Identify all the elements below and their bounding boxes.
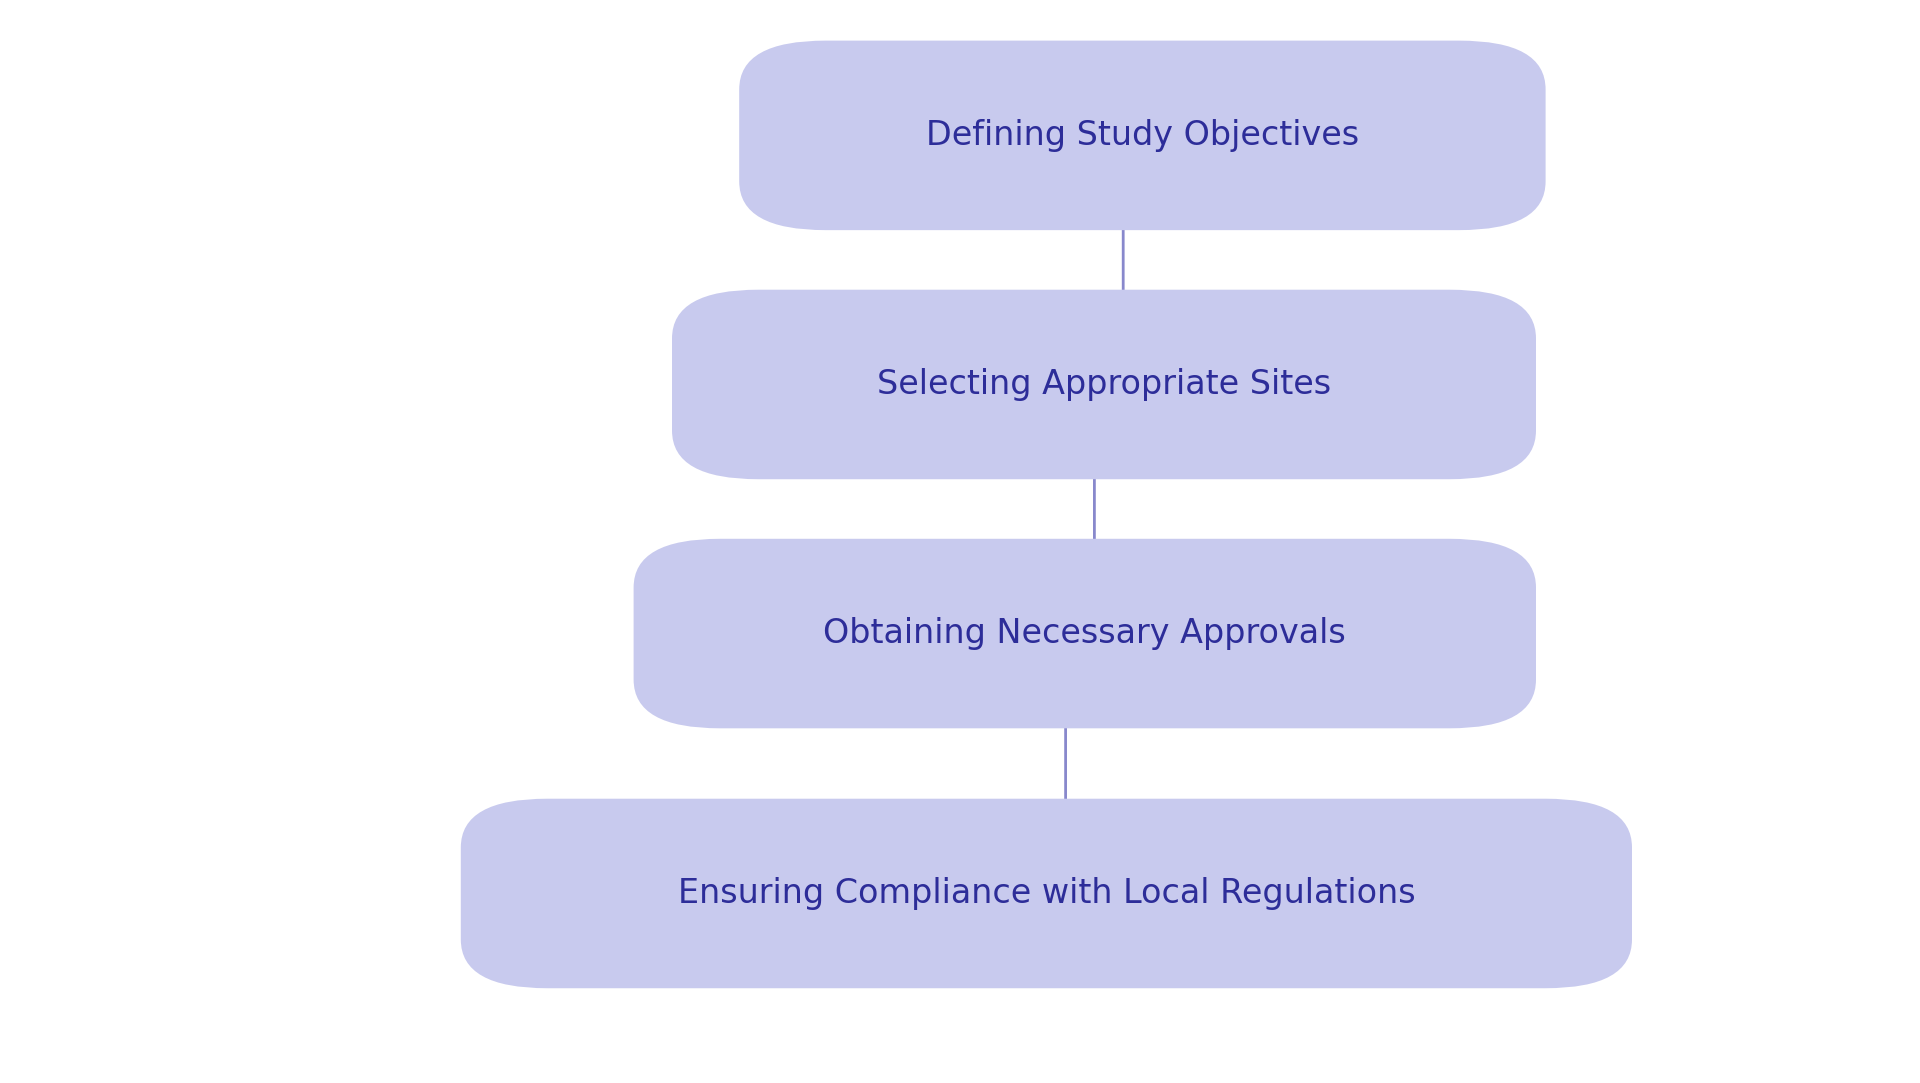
FancyBboxPatch shape bbox=[634, 539, 1536, 728]
Text: Obtaining Necessary Approvals: Obtaining Necessary Approvals bbox=[824, 617, 1346, 650]
FancyBboxPatch shape bbox=[739, 41, 1546, 231]
FancyBboxPatch shape bbox=[461, 799, 1632, 989]
Text: Defining Study Objectives: Defining Study Objectives bbox=[925, 119, 1359, 152]
Text: Ensuring Compliance with Local Regulations: Ensuring Compliance with Local Regulatio… bbox=[678, 877, 1415, 910]
Text: Selecting Appropriate Sites: Selecting Appropriate Sites bbox=[877, 368, 1331, 401]
FancyBboxPatch shape bbox=[672, 290, 1536, 479]
